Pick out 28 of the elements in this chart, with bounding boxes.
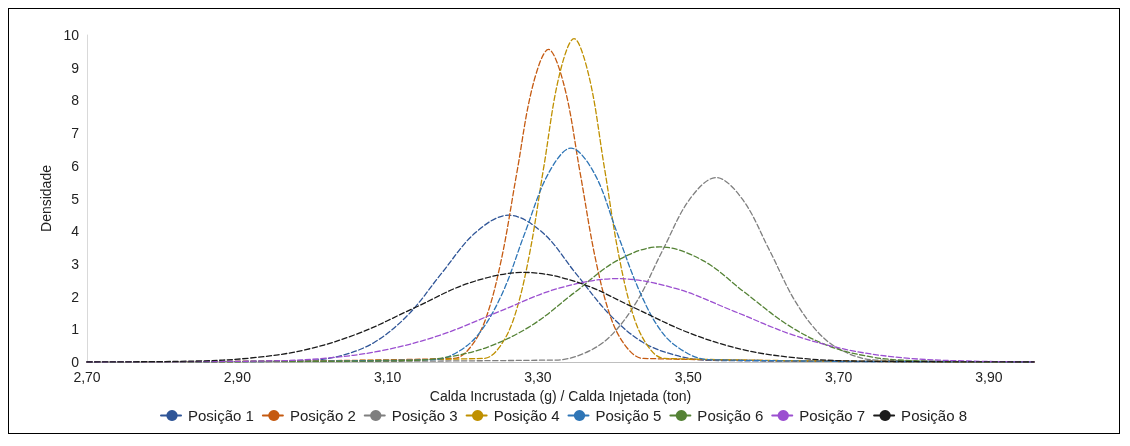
y-tick-label: 4: [71, 223, 80, 240]
x-axis-title: Calda Incrustada (g) / Calda Injetada (ton): [429, 387, 692, 404]
y-axis-title: Densidade: [37, 164, 54, 232]
legend-label: Posição 7: [799, 407, 866, 424]
x-tick-label: 3,30: [524, 369, 552, 385]
y-tick-label: 8: [71, 92, 80, 109]
y-tick-label: 6: [71, 157, 80, 174]
x-tick-label: 3,50: [674, 369, 703, 385]
legend-label: Posição 2: [289, 407, 356, 424]
x-tick-label: 2,70: [73, 369, 101, 385]
legend-label: Posição 1: [188, 407, 254, 424]
legend-label: Posição 6: [697, 407, 764, 424]
x-tick-label: 2,90: [223, 369, 252, 385]
x-tick-label: 3,90: [975, 369, 1003, 385]
legend-label: Posição 3: [391, 407, 458, 424]
y-tick-label: 5: [71, 190, 80, 207]
x-tick-label: 3,70: [824, 369, 853, 385]
legend-label: Posição 5: [595, 407, 662, 424]
legend-label: Posição 4: [493, 407, 560, 424]
y-tick-label: 9: [71, 59, 80, 76]
y-tick-label: 0: [71, 354, 80, 370]
y-tick-label: 3: [71, 255, 80, 272]
y-tick-label: 10: [63, 27, 80, 43]
x-tick-label: 3,10: [374, 369, 402, 385]
y-tick-label: 7: [71, 125, 80, 142]
y-tick-label: 1: [71, 321, 80, 338]
legend-label: Posição 8: [901, 407, 967, 424]
y-tick-label: 2: [71, 288, 80, 305]
